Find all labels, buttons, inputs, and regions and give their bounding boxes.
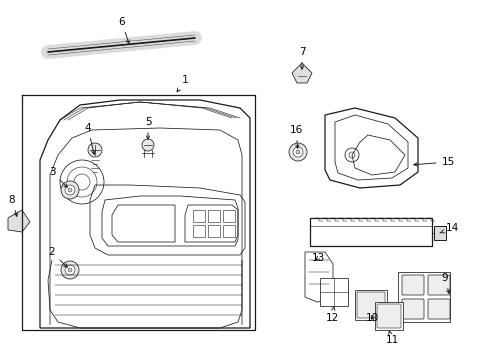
FancyBboxPatch shape bbox=[398, 272, 450, 322]
Circle shape bbox=[289, 143, 307, 161]
Text: 6: 6 bbox=[119, 17, 129, 44]
Circle shape bbox=[296, 150, 300, 154]
FancyBboxPatch shape bbox=[377, 304, 401, 328]
FancyBboxPatch shape bbox=[320, 278, 348, 306]
Text: 10: 10 bbox=[366, 313, 379, 323]
Text: 4: 4 bbox=[85, 123, 95, 154]
FancyBboxPatch shape bbox=[310, 218, 432, 246]
Text: 12: 12 bbox=[325, 307, 339, 323]
Circle shape bbox=[293, 147, 303, 157]
Text: 14: 14 bbox=[440, 223, 459, 233]
Text: 9: 9 bbox=[441, 273, 450, 293]
FancyBboxPatch shape bbox=[402, 275, 424, 295]
Text: 1: 1 bbox=[177, 75, 189, 92]
FancyBboxPatch shape bbox=[434, 226, 446, 240]
Circle shape bbox=[68, 268, 72, 272]
FancyBboxPatch shape bbox=[357, 292, 385, 318]
Text: 8: 8 bbox=[9, 195, 18, 216]
Text: 15: 15 bbox=[414, 157, 455, 167]
Circle shape bbox=[65, 265, 75, 275]
Circle shape bbox=[61, 181, 79, 199]
Circle shape bbox=[142, 139, 154, 151]
FancyBboxPatch shape bbox=[428, 299, 450, 319]
Text: 7: 7 bbox=[299, 47, 305, 69]
Polygon shape bbox=[292, 63, 312, 83]
Text: 3: 3 bbox=[49, 167, 67, 187]
Text: 16: 16 bbox=[290, 125, 303, 148]
Polygon shape bbox=[8, 210, 30, 232]
Text: 13: 13 bbox=[311, 253, 325, 263]
Text: 5: 5 bbox=[145, 117, 151, 139]
Circle shape bbox=[88, 143, 102, 157]
Text: 2: 2 bbox=[49, 247, 67, 267]
Circle shape bbox=[68, 188, 72, 192]
FancyBboxPatch shape bbox=[402, 299, 424, 319]
Circle shape bbox=[65, 185, 75, 195]
FancyBboxPatch shape bbox=[375, 302, 403, 330]
FancyBboxPatch shape bbox=[355, 290, 387, 320]
FancyBboxPatch shape bbox=[428, 275, 450, 295]
Text: 11: 11 bbox=[385, 331, 399, 345]
Circle shape bbox=[61, 261, 79, 279]
